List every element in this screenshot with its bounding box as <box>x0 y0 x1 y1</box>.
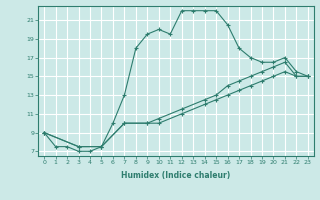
X-axis label: Humidex (Indice chaleur): Humidex (Indice chaleur) <box>121 171 231 180</box>
